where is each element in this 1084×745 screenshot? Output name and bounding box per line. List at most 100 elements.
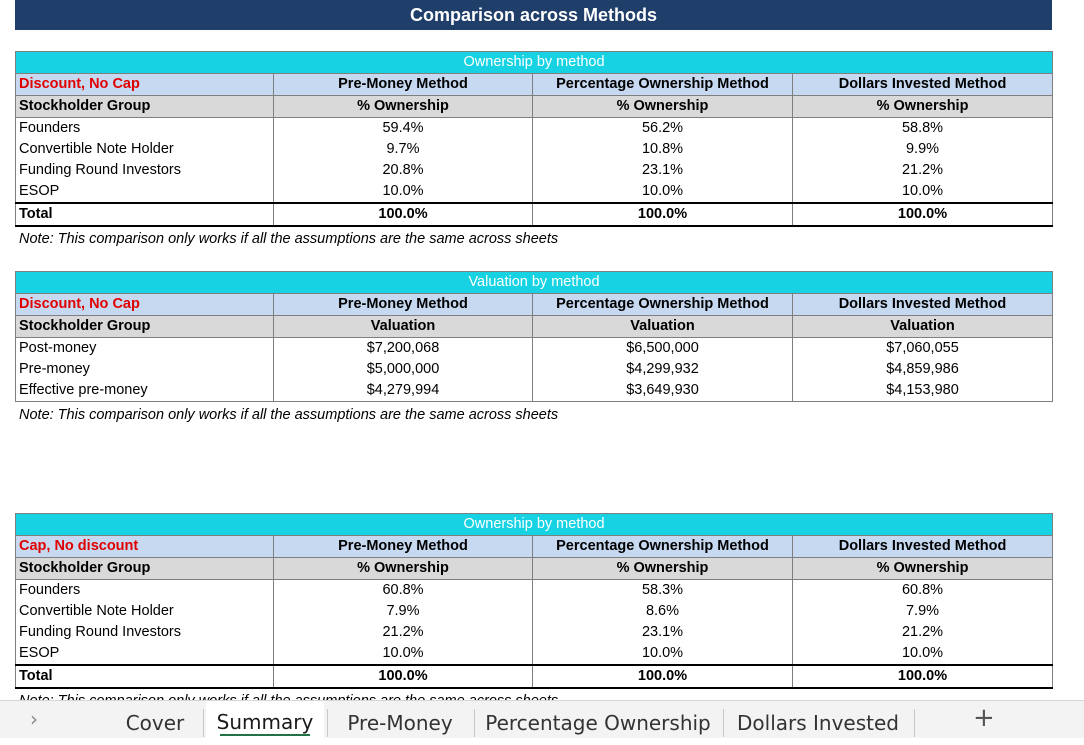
tab-divider xyxy=(327,709,328,737)
value-cell[interactable]: 10.0% xyxy=(532,643,793,665)
value-cell[interactable]: 58.3% xyxy=(532,579,793,601)
scenario-label[interactable]: Discount, No Cap xyxy=(15,293,274,316)
value-cell[interactable]: 9.9% xyxy=(791,139,1054,160)
value-cell[interactable]: 10.0% xyxy=(273,643,533,665)
sheet-tab-bar: › Cover Summary Pre-Money Percentage Own… xyxy=(0,700,1084,738)
comparison-note: Note: This comparison only works if all … xyxy=(19,231,559,247)
method-header-dollars-invested[interactable]: Dollars Invested Method xyxy=(792,293,1053,316)
plus-icon[interactable]: + xyxy=(973,703,995,733)
value-cell[interactable]: 60.8% xyxy=(273,579,533,601)
value-cell[interactable]: $7,200,068 xyxy=(273,337,533,359)
metric-label[interactable]: % Ownership xyxy=(273,95,533,118)
method-header-percentage-ownership[interactable]: Percentage Ownership Method xyxy=(532,293,793,316)
value-cell[interactable]: 10.0% xyxy=(532,181,793,203)
sheet-title-banner: Comparison across Methods xyxy=(15,0,1052,30)
ownership-table-cap-no-discount: Ownership by method Cap, No discount Pre… xyxy=(14,513,1054,689)
metric-label[interactable]: % Ownership xyxy=(532,557,793,580)
total-value[interactable]: 100.0% xyxy=(791,202,1054,227)
group-label[interactable]: Stockholder Group xyxy=(15,557,274,580)
table-row: Convertible Note Holder 7.9% 8.6% 7.9% xyxy=(15,601,1054,622)
row-label[interactable]: Funding Round Investors xyxy=(15,622,274,643)
method-header-pre-money[interactable]: Pre-Money Method xyxy=(273,73,533,96)
table-row: Funding Round Investors 20.8% 23.1% 21.2… xyxy=(15,160,1054,181)
table-row: Funding Round Investors 21.2% 23.1% 21.2… xyxy=(15,622,1054,643)
value-cell[interactable]: $4,153,980 xyxy=(792,380,1053,402)
method-header-dollars-invested[interactable]: Dollars Invested Method xyxy=(791,535,1054,558)
metric-label[interactable]: % Ownership xyxy=(791,557,1054,580)
value-cell[interactable]: 21.2% xyxy=(273,622,533,643)
method-header-dollars-invested[interactable]: Dollars Invested Method xyxy=(791,73,1054,96)
method-header-percentage-ownership[interactable]: Percentage Ownership Method xyxy=(532,73,793,96)
scenario-label[interactable]: Cap, No discount xyxy=(15,535,274,558)
total-value[interactable]: 100.0% xyxy=(532,664,793,689)
active-tab-underline xyxy=(220,734,310,736)
row-label[interactable]: Founders xyxy=(15,117,274,139)
metric-label[interactable]: % Ownership xyxy=(273,557,533,580)
row-label[interactable]: Effective pre-money xyxy=(15,380,274,402)
sheet-tab-label: Summary xyxy=(216,710,314,734)
sheet-tab-pre-money[interactable]: Pre-Money xyxy=(347,711,453,735)
sheet-tab-dollars-invested[interactable]: Dollars Invested xyxy=(737,711,899,735)
value-cell[interactable]: 10.0% xyxy=(273,181,533,203)
metric-label[interactable]: Valuation xyxy=(792,315,1053,338)
value-cell[interactable]: 7.9% xyxy=(791,601,1054,622)
method-header-pre-money[interactable]: Pre-Money Method xyxy=(273,535,533,558)
metric-label[interactable]: Valuation xyxy=(273,315,533,338)
value-cell[interactable]: 9.7% xyxy=(273,139,533,160)
value-cell[interactable]: 10.0% xyxy=(791,643,1054,665)
value-cell[interactable]: 21.2% xyxy=(791,160,1054,181)
value-cell[interactable]: 21.2% xyxy=(791,622,1054,643)
value-cell[interactable]: $4,859,986 xyxy=(792,359,1053,380)
total-value[interactable]: 100.0% xyxy=(532,202,793,227)
value-cell[interactable]: 56.2% xyxy=(532,117,793,139)
row-label[interactable]: Founders xyxy=(15,579,274,601)
metric-label[interactable]: % Ownership xyxy=(532,95,793,118)
section-bar-title[interactable]: Valuation by method xyxy=(15,271,1053,294)
method-header-percentage-ownership[interactable]: Percentage Ownership Method xyxy=(532,535,793,558)
value-cell[interactable]: 20.8% xyxy=(273,160,533,181)
value-cell[interactable]: 8.6% xyxy=(532,601,793,622)
value-cell[interactable]: 60.8% xyxy=(791,579,1054,601)
value-cell[interactable]: 58.8% xyxy=(791,117,1054,139)
metric-label[interactable]: Valuation xyxy=(532,315,793,338)
row-label[interactable]: Post-money xyxy=(15,337,274,359)
sheet-tab-summary[interactable]: Summary xyxy=(206,701,324,738)
value-cell[interactable]: 10.0% xyxy=(791,181,1054,203)
row-label[interactable]: Pre-money xyxy=(15,359,274,380)
row-label[interactable]: Funding Round Investors xyxy=(15,160,274,181)
value-cell[interactable]: $7,060,055 xyxy=(792,337,1053,359)
chevron-right-icon[interactable]: › xyxy=(30,707,38,731)
value-cell[interactable]: 7.9% xyxy=(273,601,533,622)
group-label[interactable]: Stockholder Group xyxy=(15,95,274,118)
scenario-label[interactable]: Discount, No Cap xyxy=(15,73,274,96)
total-label[interactable]: Total xyxy=(15,202,274,227)
total-value[interactable]: 100.0% xyxy=(273,664,533,689)
value-cell[interactable]: 59.4% xyxy=(273,117,533,139)
value-cell[interactable]: 23.1% xyxy=(532,622,793,643)
method-header-pre-money[interactable]: Pre-Money Method xyxy=(273,293,533,316)
value-cell[interactable]: $4,279,994 xyxy=(273,380,533,402)
row-label[interactable]: ESOP xyxy=(15,181,274,203)
total-label[interactable]: Total xyxy=(15,664,274,689)
table-row: ESOP 10.0% 10.0% 10.0% xyxy=(15,643,1054,665)
comparison-note: Note: This comparison only works if all … xyxy=(19,407,559,423)
value-cell[interactable]: $3,649,930 xyxy=(532,380,793,402)
row-label[interactable]: ESOP xyxy=(15,643,274,665)
value-cell[interactable]: $5,000,000 xyxy=(273,359,533,380)
value-cell[interactable]: $4,299,932 xyxy=(532,359,793,380)
metric-label[interactable]: % Ownership xyxy=(791,95,1054,118)
value-cell[interactable]: $6,500,000 xyxy=(532,337,793,359)
table-row: Effective pre-money $4,279,994 $3,649,93… xyxy=(15,380,1053,402)
value-cell[interactable]: 10.8% xyxy=(532,139,793,160)
row-label[interactable]: Convertible Note Holder xyxy=(15,601,274,622)
total-value[interactable]: 100.0% xyxy=(273,202,533,227)
section-bar-title[interactable]: Ownership by method xyxy=(14,51,1054,74)
sheet-tab-cover[interactable]: Cover xyxy=(125,711,185,735)
value-cell[interactable]: 23.1% xyxy=(532,160,793,181)
sheet-tab-percentage-ownership[interactable]: Percentage Ownership xyxy=(485,711,711,735)
group-label[interactable]: Stockholder Group xyxy=(15,315,274,338)
section-bar-title[interactable]: Ownership by method xyxy=(14,513,1054,536)
row-label[interactable]: Convertible Note Holder xyxy=(15,139,274,160)
total-row: Total 100.0% 100.0% 100.0% xyxy=(15,664,1054,689)
total-value[interactable]: 100.0% xyxy=(791,664,1054,689)
